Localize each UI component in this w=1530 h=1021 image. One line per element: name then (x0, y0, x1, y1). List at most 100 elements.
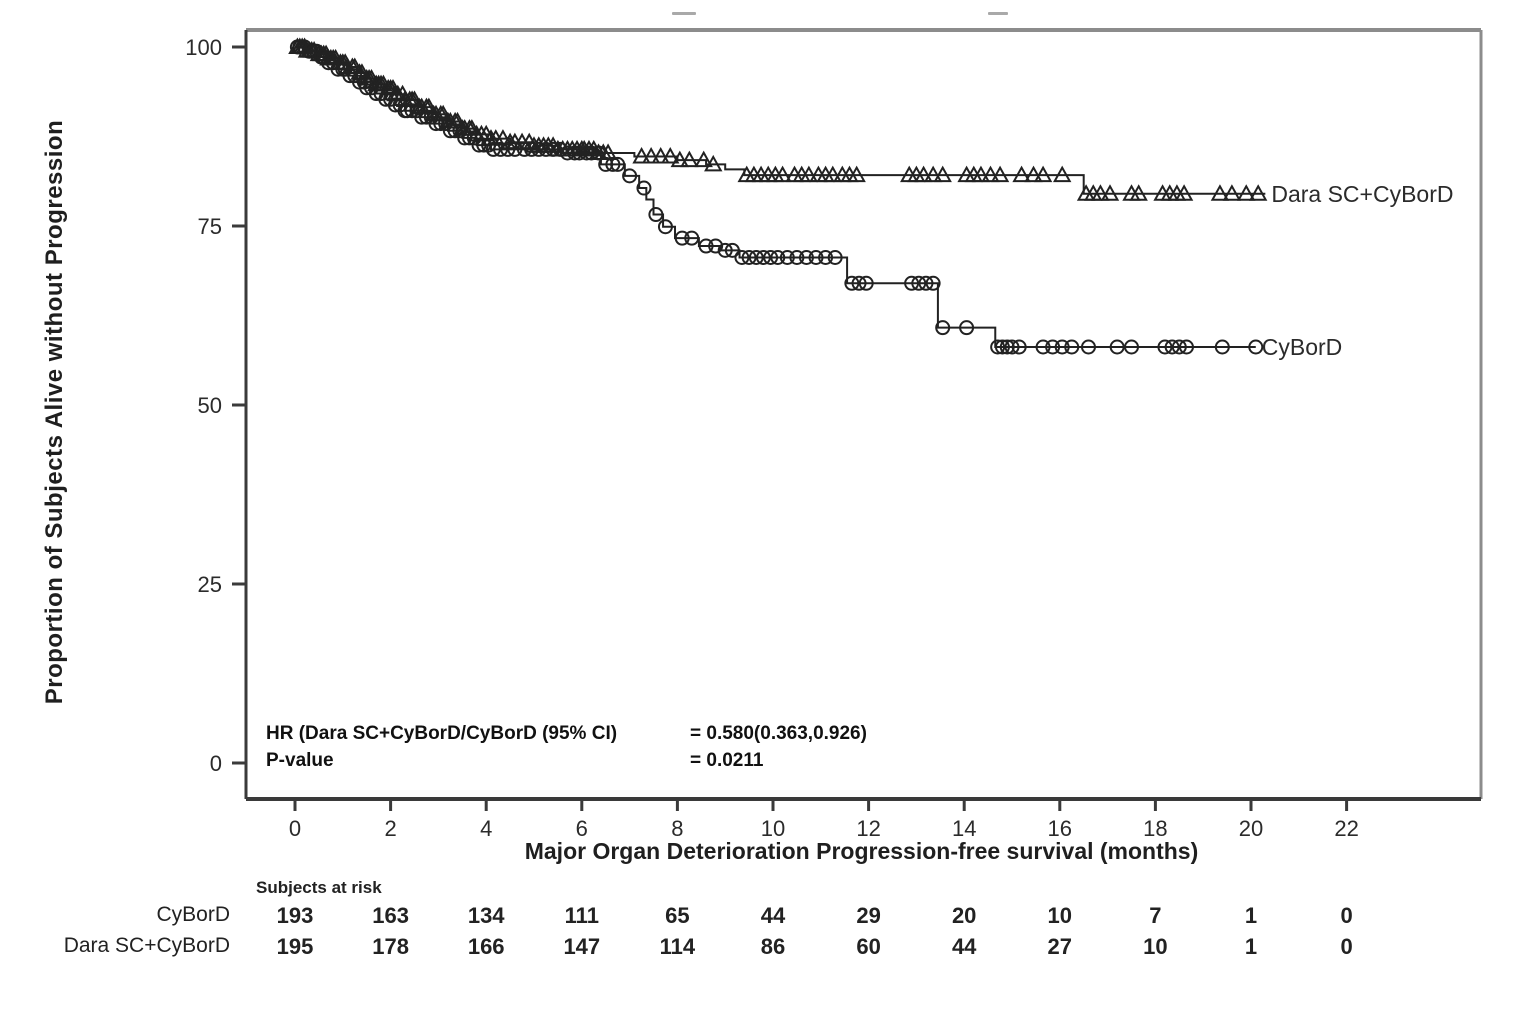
censor-marker-circle-cybord (648, 207, 664, 223)
censor-marker-circle-cybord (1171, 339, 1187, 355)
y-tick-label: 25 (198, 572, 222, 597)
y-tick-label: 0 (210, 751, 222, 776)
censor-marker-circle-cybord (485, 141, 501, 157)
series-label-cybord: CyBorD (1262, 334, 1343, 360)
censor-marker-triangle-dara-sc-cybord (1024, 165, 1043, 183)
censor-marker-circle-cybord (538, 141, 554, 157)
censor-marker-triangle-dara-sc-cybord (405, 90, 424, 107)
censor-marker-circle-cybord (808, 250, 824, 266)
pvalue-label: P-value (266, 750, 334, 771)
x-tick-label: 16 (1048, 816, 1072, 841)
censor-marker-circle-cybord (457, 130, 473, 146)
censor-marker-triangle-dara-sc-cybord (1174, 184, 1194, 201)
x-tick-label: 18 (1143, 816, 1167, 841)
censor-marker-circle-cybord (1011, 339, 1027, 355)
top-artifact-dash (672, 12, 696, 15)
censor-marker-circle-cybord (493, 141, 509, 157)
censor-marker-triangle-dara-sc-cybord (1033, 165, 1053, 183)
censor-marker-triangle-dara-sc-cybord (1129, 184, 1148, 201)
censor-marker-circle-cybord (708, 238, 724, 254)
hr-label: HR (Dara SC+CyBorD/CyBorD (95% CI) (266, 723, 618, 744)
censor-marker-triangle-dara-sc-cybord (651, 146, 670, 164)
censor-marker-circle-cybord (918, 275, 934, 291)
censor-marker-circle-cybord (1178, 339, 1194, 355)
censor-marker-triangle-dara-sc-cybord (1012, 165, 1031, 183)
censor-marker-circle-cybord (684, 230, 700, 246)
censor-marker-triangle-dara-sc-cybord (799, 165, 819, 183)
censor-marker-circle-cybord (798, 250, 814, 266)
censor-marker-circle-cybord (999, 339, 1015, 355)
censor-marker-circle-cybord (734, 250, 750, 266)
censor-marker-circle-cybord (531, 141, 547, 157)
censor-marker-circle-cybord (724, 242, 740, 258)
censor-marker-circle-cybord (925, 275, 941, 291)
censor-marker-circle-cybord (552, 141, 568, 157)
x-tick-label: 22 (1334, 816, 1358, 841)
censor-marker-circle-cybord (1004, 339, 1020, 355)
censor-marker-triangle-dara-sc-cybord (990, 165, 1010, 183)
censor-marker-circle-cybord (741, 250, 757, 266)
censor-marker-circle-cybord (1164, 339, 1180, 355)
y-tick-label: 50 (198, 393, 222, 418)
censor-marker-triangle-dara-sc-cybord (933, 165, 952, 183)
censor-marker-triangle-dara-sc-cybord (1100, 184, 1120, 201)
top-artifact-dash (988, 12, 1008, 15)
censor-marker-circle-cybord (567, 145, 583, 161)
censor-marker-triangle-dara-sc-cybord (847, 165, 866, 183)
censor-marker-circle-cybord (851, 275, 867, 291)
censor-marker-triangle-dara-sc-cybord (1248, 184, 1268, 201)
censor-marker-circle-cybord (447, 123, 463, 139)
censor-marker-triangle-dara-sc-cybord (773, 165, 792, 183)
censor-marker-circle-cybord (610, 156, 626, 172)
censor-marker-circle-cybord (559, 145, 575, 161)
censor-marker-circle-cybord (1124, 339, 1139, 355)
censor-marker-circle-cybord (622, 168, 638, 184)
censor-marker-triangle-dara-sc-cybord (632, 146, 651, 164)
censor-marker-circle-cybord (827, 250, 843, 266)
censor-marker-triangle-dara-sc-cybord (433, 104, 453, 122)
censor-marker-circle-cybord (1080, 339, 1096, 355)
censor-marker-circle-cybord (858, 275, 874, 291)
censor-marker-triangle-dara-sc-cybord (1210, 184, 1230, 201)
censor-marker-triangle-dara-sc-cybord (694, 150, 713, 168)
x-tick-label: 0 (289, 816, 301, 841)
censor-marker-circle-cybord (717, 242, 733, 258)
censor-marker-triangle-dara-sc-cybord (981, 165, 1000, 183)
censor-marker-triangle-dara-sc-cybord (1091, 184, 1110, 201)
censor-marker-circle-cybord (911, 275, 927, 291)
censor-marker-circle-cybord (763, 250, 779, 266)
censor-marker-circle-cybord (755, 250, 771, 266)
x-tick-label: 8 (671, 816, 683, 841)
censor-marker-triangle-dara-sc-cybord (661, 146, 680, 164)
censor-marker-circle-cybord (748, 250, 764, 266)
censor-marker-triangle-dara-sc-cybord (1237, 184, 1256, 201)
censor-marker-triangle-dara-sc-cybord (670, 150, 689, 168)
censor-marker-circle-cybord (516, 141, 532, 157)
y-axis-title: Proportion of Subjects Alive without Pro… (41, 119, 68, 705)
hr-annotation: HR (Dara SC+CyBorD/CyBorD (95% CI) = 0.5… (266, 720, 867, 774)
censor-marker-circle-cybord (1045, 339, 1061, 355)
censor-marker-circle-cybord (844, 275, 860, 291)
censor-marker-triangle-dara-sc-cybord (1222, 184, 1242, 201)
survival-curve-cybord (295, 46, 1256, 349)
censor-marker-circle-cybord (1157, 339, 1173, 355)
censor-marker-circle-cybord (301, 43, 317, 59)
censor-marker-triangle-dara-sc-cybord (971, 165, 991, 183)
x-tick-label: 6 (576, 816, 588, 841)
censor-marker-circle-cybord (959, 320, 975, 336)
censor-marker-circle-cybord (500, 141, 516, 157)
censor-marker-circle-cybord (770, 250, 786, 266)
censor-marker-triangle-dara-sc-cybord (704, 154, 723, 172)
censor-marker-circle-cybord (605, 156, 621, 172)
x-axis-title: Major Organ Deterioration Progression-fr… (524, 838, 1199, 864)
x-tick-label: 20 (1239, 816, 1263, 841)
censor-marker-circle-cybord (935, 320, 951, 336)
censor-marker-circle-cybord (433, 116, 449, 132)
censor-marker-circle-cybord (1214, 339, 1230, 355)
censor-marker-circle-cybord (990, 339, 1006, 355)
x-tick-label: 2 (384, 816, 396, 841)
censor-marker-triangle-dara-sc-cybord (419, 97, 439, 115)
censor-marker-circle-cybord (1035, 339, 1051, 355)
censor-marker-circle-cybord (789, 250, 805, 266)
